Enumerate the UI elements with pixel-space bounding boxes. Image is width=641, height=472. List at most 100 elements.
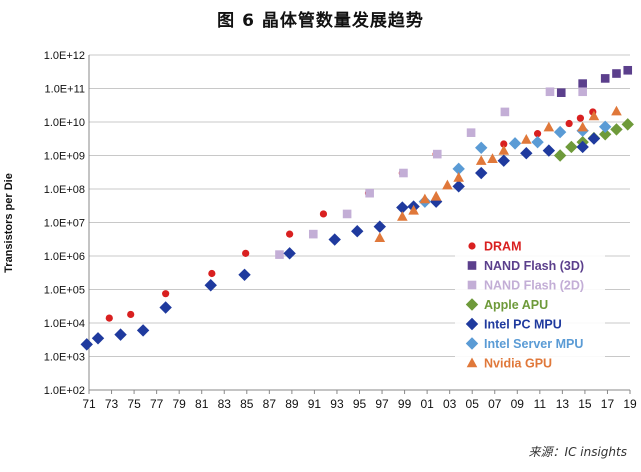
point-apple-apu (599, 128, 612, 141)
x-tick-label: 75 (127, 397, 141, 411)
point-nand-flash-3d (578, 79, 587, 88)
x-tick-label: 13 (556, 397, 570, 411)
point-nand-flash-2d (545, 87, 555, 97)
point-dram (127, 310, 135, 319)
point-nvidia-gpu (475, 155, 487, 165)
legend-label-nand-flash-3d: NAND Flash (3D) (484, 259, 584, 273)
point-intel-server-mpu (452, 162, 465, 176)
point-nand-flash-2d (466, 128, 476, 137)
point-dram (242, 249, 250, 257)
x-tick-label: 97 (375, 397, 389, 411)
x-tick-label: 01 (420, 397, 434, 411)
x-tick-label: 07 (488, 397, 502, 411)
legend-label-nand-flash-2d: NAND Flash (2D) (484, 279, 584, 293)
point-intel-server-mpu (553, 125, 567, 139)
y-tick-label: 1.0E+10 (44, 117, 85, 129)
y-tick-label: 1.0E+05 (44, 285, 85, 297)
point-intel-pc-mpu (542, 144, 556, 157)
point-dram (319, 210, 328, 218)
point-nand-flash-2d (342, 209, 352, 219)
legend-label-dram: DRAM (484, 240, 522, 254)
point-nvidia-gpu (487, 153, 498, 163)
point-nand-flash-2d (365, 188, 374, 198)
y-tick-label: 1.0E+11 (45, 84, 85, 96)
x-tick-label: 71 (82, 397, 96, 411)
point-nvidia-gpu (543, 121, 555, 132)
y-tick-label: 1.0E+03 (44, 352, 85, 364)
point-dram (533, 130, 542, 138)
point-intel-pc-mpu (351, 224, 364, 238)
x-tick-label: 17 (601, 397, 615, 411)
point-nand-flash-2d (578, 87, 587, 97)
x-tick-label: 91 (308, 397, 322, 411)
legend-label-nvidia-gpu: Nvidia GPU (484, 357, 552, 371)
point-intel-pc-mpu (475, 166, 488, 180)
point-nvidia-gpu (453, 172, 464, 182)
point-intel-pc-mpu (91, 332, 105, 345)
point-apple-apu (553, 149, 567, 162)
x-tick-label: 73 (105, 397, 119, 411)
point-intel-pc-mpu (159, 301, 172, 314)
point-dram (105, 314, 113, 322)
point-dram (500, 140, 508, 148)
point-nand-flash-2d (399, 168, 408, 178)
legend-marker-intel-pc-mpu (465, 317, 479, 331)
point-nand-flash-3d (612, 69, 621, 78)
x-tick-label: 15 (578, 397, 592, 411)
point-intel-pc-mpu (80, 338, 93, 351)
legend-marker-intel-server-mpu (465, 337, 479, 350)
x-tick-label: 99 (398, 397, 412, 411)
point-intel-pc-mpu (136, 324, 150, 337)
legend-label-intel-server-mpu: Intel Server MPU (484, 337, 583, 351)
point-intel-server-mpu (531, 135, 544, 149)
legend-marker-apple-apu (465, 298, 479, 311)
point-nvidia-gpu (419, 193, 431, 204)
point-nand-flash-2d (275, 250, 284, 259)
point-nvidia-gpu (577, 121, 588, 132)
point-nand-flash-2d (308, 229, 318, 239)
y-tick-label: 1.0E+08 (44, 184, 85, 196)
point-dram (576, 114, 585, 122)
y-tick-label: 1.0E+09 (44, 151, 85, 163)
point-intel-pc-mpu (204, 279, 217, 292)
point-apple-apu (621, 118, 634, 131)
x-tick-label: 11 (534, 397, 547, 411)
y-tick-label: 1.0E+12 (44, 50, 85, 62)
point-intel-server-mpu (475, 141, 488, 154)
point-nvidia-gpu (430, 190, 442, 201)
point-dram (286, 230, 294, 238)
legend-marker-nand-flash-3d (467, 261, 477, 270)
legend: DRAM NAND Flash (3D) NAND Flash (2D) Apple … (455, 233, 605, 375)
point-dram (208, 269, 216, 278)
point-intel-pc-mpu (520, 147, 533, 160)
x-tick-label: 05 (466, 397, 480, 411)
x-tick-label: 95 (353, 397, 367, 411)
chart-title: 图 6 晶体管数量发展趋势 (217, 11, 424, 31)
x-tick-label: 93 (330, 397, 344, 411)
point-intel-pc-mpu (497, 154, 510, 167)
point-intel-server-mpu (508, 137, 522, 150)
legend-label-intel-pc-mpu: Intel PC MPU (484, 318, 562, 332)
point-intel-pc-mpu (587, 132, 601, 145)
point-intel-pc-mpu (373, 220, 386, 233)
point-apple-apu (565, 140, 578, 154)
point-nvidia-gpu (521, 134, 532, 144)
point-nvidia-gpu (408, 204, 419, 215)
legend-marker-nand-flash-2d (467, 280, 477, 290)
y-tick-label: 1.0E+04 (44, 318, 85, 330)
point-nand-flash-2d (432, 149, 442, 159)
legend-marker-nvidia-gpu (466, 357, 478, 368)
x-tick-label: 79 (172, 397, 186, 411)
point-nvidia-gpu (498, 145, 510, 155)
data-points (80, 65, 634, 351)
point-apple-apu (610, 123, 623, 136)
x-tick-label: 19 (623, 397, 637, 411)
y-tick-label: 1.0E+02 (44, 385, 85, 397)
x-tick-label: 89 (285, 397, 299, 411)
point-intel-pc-mpu (114, 328, 127, 341)
legend-label-apple-apu: Apple APU (484, 298, 548, 312)
y-tick-label: 1.0E+06 (44, 251, 85, 263)
point-nvidia-gpu (442, 179, 453, 190)
point-intel-pc-mpu (576, 140, 589, 154)
